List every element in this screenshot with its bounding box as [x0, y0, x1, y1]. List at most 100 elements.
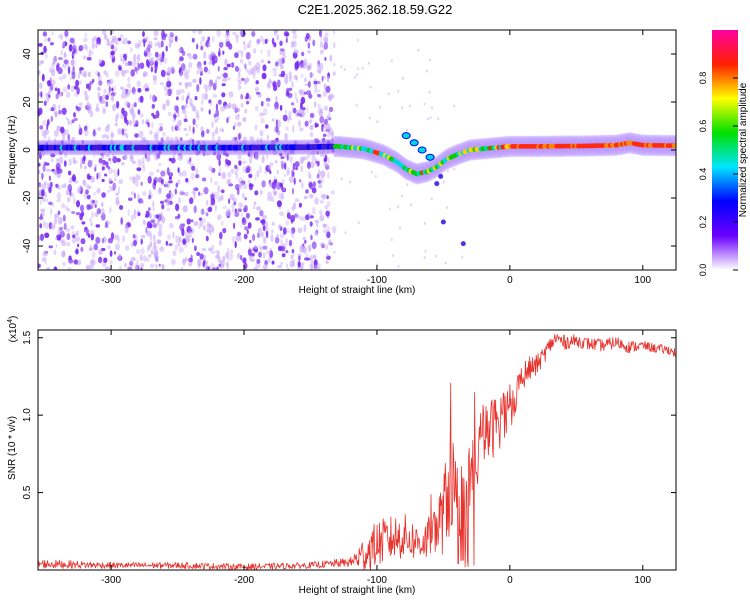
spectrogram-noise-speckle — [193, 187, 199, 191]
spectrogram-noise-speckle — [176, 96, 179, 101]
spectrogram-noise-speckle — [235, 114, 240, 121]
spectrogram-noise-speckle — [222, 227, 227, 234]
spectrogram-noise-speckle — [85, 189, 89, 195]
spectrogram-noise-speckle — [331, 148, 336, 153]
spectrogram-noise-speckle — [41, 257, 46, 262]
spectrogram-noise-speckle — [222, 50, 225, 55]
spectrogram-noise-speckle — [81, 221, 86, 225]
spectrogram-noise-speckle — [159, 126, 163, 132]
spectrogram-noise-speckle — [326, 195, 329, 200]
spectrogram-noise-speckle — [110, 130, 114, 139]
spectrogram-noise-speckle — [299, 127, 304, 132]
spectrogram-noise-speckle — [206, 266, 210, 270]
spectrogram-noise-speckle — [109, 206, 112, 214]
spectrogram-noise-speckle — [251, 252, 255, 257]
spectrogram-noise-speckle — [214, 250, 220, 254]
spectrogram-noise-speckle — [327, 171, 330, 180]
spectrogram-noise-speckle — [87, 233, 91, 238]
spectrogram-noise-speckle — [240, 213, 243, 217]
spectrogram-noise-speckle — [199, 68, 204, 75]
spectrogram-noise-speckle — [314, 122, 318, 128]
spectrogram-noise-speckle — [214, 181, 218, 185]
spectrogram-noise-speckle — [128, 197, 133, 201]
spectrogram-noise-speckle — [145, 118, 150, 124]
spectrogram-noise-speckle — [194, 110, 200, 115]
spectrogram-noise-speckle — [44, 232, 50, 239]
spectrogram-noise-speckle — [292, 258, 295, 267]
spectrogram-noise-speckle — [137, 62, 140, 71]
spectrogram-noise-speckle — [136, 259, 139, 267]
spectrogram-noise-speckle — [43, 181, 47, 186]
spectrogram-noise-speckle — [203, 186, 209, 195]
spectrogram-noise-speckle — [262, 38, 266, 46]
snr-y-scale-exponent: 4 — [7, 319, 14, 323]
spectrogram-noise-speckle — [53, 110, 58, 115]
spectrogram-noise-speckle — [98, 157, 103, 164]
spectrogram-noise-speckle — [190, 254, 193, 261]
spectrogram-noise-speckle — [101, 166, 105, 171]
spectrogram-noise-speckle — [156, 169, 160, 173]
spectrogram-noise-speckle — [267, 81, 272, 89]
spectrogram-noise-speckle — [196, 70, 200, 75]
spectrogram-noise-speckle — [295, 77, 298, 81]
spectrogram-noise-speckle — [76, 200, 80, 208]
spectrogram-noise-speckle — [219, 231, 223, 240]
spectrogram-noise-speckle — [242, 183, 248, 190]
spectrogram-noise-speckle — [132, 91, 136, 95]
spectrogram-noise-speckle — [174, 105, 178, 112]
spectrogram-noise-speckle — [310, 257, 313, 266]
spectrogram-noise-speckle — [174, 35, 178, 42]
spectrogram-noise-speckle — [219, 166, 222, 174]
spectrogram-noise-speckle — [141, 156, 145, 164]
spectrogram-noise-speckle — [152, 207, 155, 211]
spectrogram-noise-speckle — [263, 107, 268, 116]
spectrogram-noise-speckle — [115, 192, 119, 196]
spectrogram-noise-speckle — [253, 206, 256, 210]
spectrogram-noise-speckle — [126, 82, 132, 89]
spectrogram-noise-speckle — [49, 181, 53, 189]
spectrogram-noise-speckle — [288, 77, 292, 83]
spectrogram-noise-speckle — [38, 184, 43, 189]
spectrogram-noise-speckle — [169, 31, 173, 36]
spectrogram-noise-speckle — [259, 129, 264, 137]
spectrogram-noise-speckle — [154, 51, 159, 58]
spectrogram-noise-speckle — [225, 32, 230, 39]
spectrogram-noise-speckle — [317, 103, 321, 110]
spectrogram-noise-speckle — [316, 68, 322, 73]
spectrogram-noise-speckle — [227, 247, 230, 254]
spectrogram-noise-speckle — [114, 251, 117, 255]
spectrogram-noise-speckle — [397, 264, 400, 268]
spectrogram-noise-speckle — [191, 165, 196, 171]
spectrogram-y-tick-label: -20 — [22, 190, 33, 205]
spectrogram-noise-speckle — [85, 228, 89, 236]
spectrogram-noise-speckle — [277, 79, 281, 88]
spectrogram-noise-speckle — [152, 223, 158, 228]
spectrogram-noise-speckle — [426, 117, 429, 121]
spectrogram-noise-speckle — [114, 122, 119, 127]
spectrogram-noise-speckle — [289, 155, 293, 163]
spectrogram-noise-speckle — [62, 133, 66, 141]
spectrogram-noise-speckle — [96, 151, 99, 156]
spectrogram-noise-speckle — [132, 112, 135, 121]
snr-frame — [37, 329, 677, 571]
spectrogram-noise-speckle — [368, 116, 371, 120]
spectrogram-noise-speckle — [297, 214, 301, 219]
spectrogram-noise-speckle — [195, 112, 200, 118]
spectrogram-noise-speckle — [103, 133, 107, 139]
spectrogram-noise-speckle — [331, 137, 334, 144]
spectrogram-noise-speckle — [357, 221, 360, 225]
spectrogram-noise-speckle — [236, 231, 242, 237]
spectrogram-noise-speckle — [173, 111, 177, 116]
spectrogram-noise-speckle — [248, 61, 252, 66]
spectrogram-noise-speckle — [120, 217, 123, 225]
spectrogram-noise-speckle — [99, 99, 105, 105]
spectrogram-noise-speckle — [446, 169, 449, 173]
spectrogram-noise-speckle — [118, 179, 124, 185]
spectrogram-noise-speckle — [195, 168, 199, 175]
spectrogram-noise-speckle — [95, 236, 101, 244]
spectrogram-noise-speckle — [207, 36, 210, 42]
spectrogram-noise-speckle — [166, 80, 172, 88]
spectrogram-noise-speckle — [319, 151, 323, 158]
spectrogram-noise-speckle — [147, 244, 152, 249]
